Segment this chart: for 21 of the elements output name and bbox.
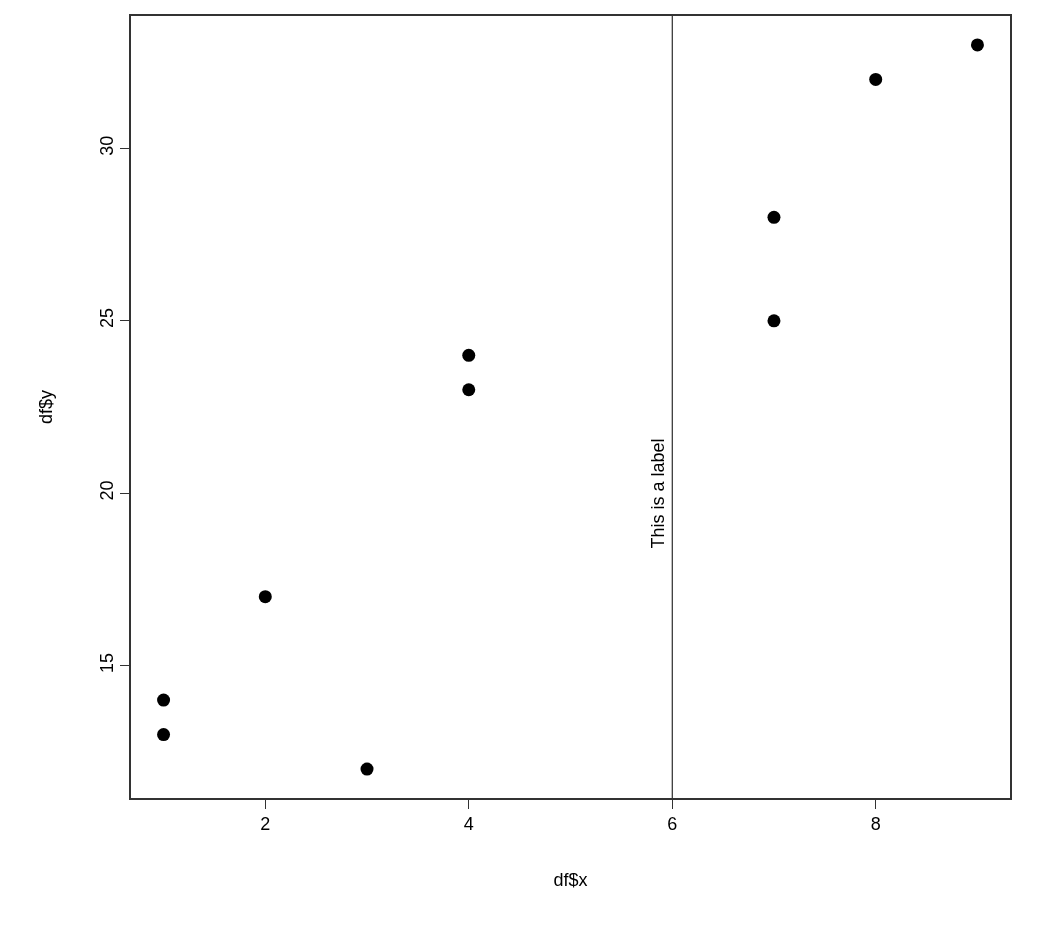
point	[360, 762, 374, 776]
x-tick-label: 2	[260, 814, 271, 835]
x-tick-label: 8	[870, 814, 881, 835]
x-axis-title: df$x	[553, 869, 588, 890]
y-tick-label: 25	[97, 308, 118, 329]
point	[157, 728, 171, 742]
point	[767, 210, 781, 224]
point	[970, 38, 984, 52]
point	[462, 383, 476, 397]
point	[869, 72, 883, 86]
y-tick-label: 20	[97, 480, 118, 501]
point	[258, 590, 272, 604]
x-tick-label: 4	[463, 814, 474, 835]
y-tick-label: 15	[97, 652, 118, 673]
point	[462, 348, 476, 362]
annotation: This is a label	[648, 438, 669, 549]
y-axis-title: df$y	[35, 389, 56, 425]
y-tick-label: 30	[97, 135, 118, 156]
point	[157, 693, 171, 707]
x-tick-label: 6	[667, 814, 678, 835]
point	[767, 314, 781, 328]
